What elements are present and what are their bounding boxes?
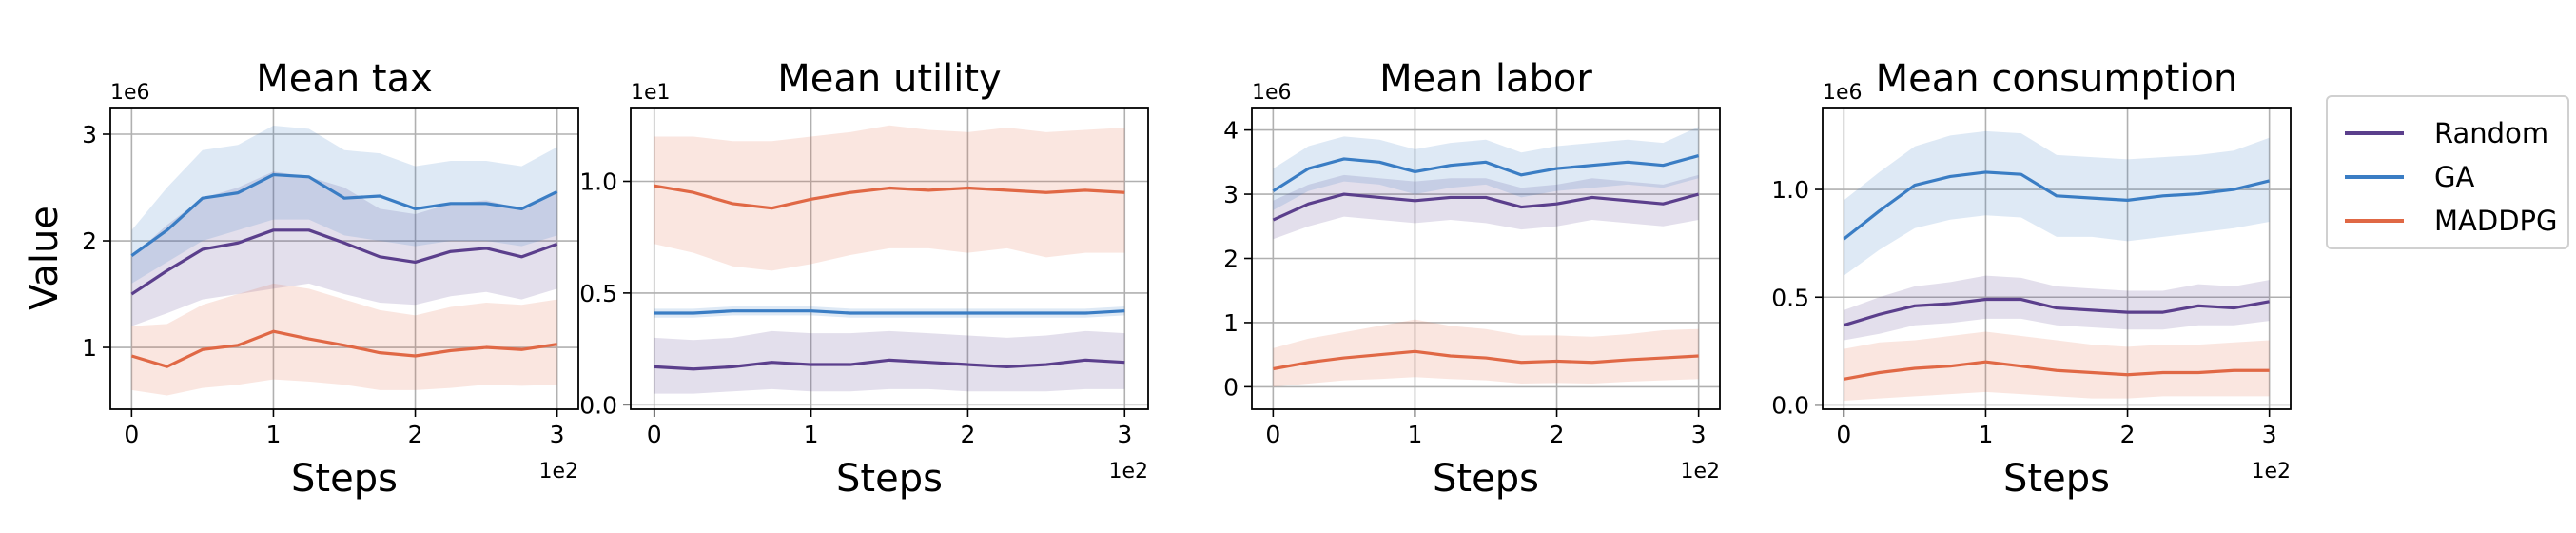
y-tick-label: 1 xyxy=(82,334,97,362)
y-tick-label: 0.0 xyxy=(579,391,617,419)
legend-label-ga: GA xyxy=(2434,161,2475,193)
x-tick-label: 0 xyxy=(1265,421,1280,448)
y-tick-label: 0.5 xyxy=(1771,284,1809,311)
y-axis-label: Value xyxy=(23,206,67,310)
x-offset-text: 1e2 xyxy=(2251,460,2291,484)
y-tick-label: 0 xyxy=(1223,373,1239,401)
x-offset-text: 1e2 xyxy=(1108,460,1148,484)
legend-item-maddpg: MADDPG xyxy=(2345,202,2562,240)
band-ga xyxy=(1844,130,2270,276)
x-tick-label: 2 xyxy=(1550,421,1565,448)
x-tick-label: 2 xyxy=(2120,421,2136,448)
series-line-random xyxy=(1843,297,2270,327)
y-tick-label: 4 xyxy=(1223,117,1239,145)
x-tick-label: 2 xyxy=(408,421,423,448)
series-line-ga xyxy=(1272,154,1700,193)
band-maddpg xyxy=(654,125,1125,271)
series-line-maddpg xyxy=(654,184,1125,210)
x-tick-label: 3 xyxy=(2262,421,2277,448)
legend-item-ga: GA xyxy=(2345,158,2562,196)
legend-swatch-ga xyxy=(2345,175,2404,179)
x-offset-text: 1e2 xyxy=(538,460,578,484)
plot-frame xyxy=(1822,107,2292,410)
x-tick-label: 0 xyxy=(1836,421,1851,448)
y-tick-label: 3 xyxy=(82,121,97,148)
x-axis-label: Steps xyxy=(1433,457,1539,501)
series-line-ga xyxy=(130,172,558,257)
series-line-ga xyxy=(1843,170,2271,241)
band-maddpg xyxy=(131,283,557,396)
y-tick-label: 1.0 xyxy=(579,168,617,195)
plot-frame xyxy=(630,107,1149,410)
band-random xyxy=(131,171,557,326)
y-tick-label: 0.0 xyxy=(1771,391,1809,419)
series-line-maddpg xyxy=(130,329,557,368)
y-offset-text: 1e6 xyxy=(1252,81,1292,105)
y-offset-text: 1e6 xyxy=(1823,81,1863,105)
x-tick-label: 1 xyxy=(1408,421,1423,448)
y-tick-label: 2 xyxy=(82,227,97,255)
x-tick-label: 1 xyxy=(1979,421,1994,448)
y-offset-text: 1e6 xyxy=(110,81,150,105)
band-maddpg xyxy=(1273,319,1699,387)
legend-label-random: Random xyxy=(2434,117,2549,149)
x-tick-label: 3 xyxy=(550,421,565,448)
series-line-maddpg xyxy=(1844,360,2270,381)
y-tick-label: 1.0 xyxy=(1771,176,1809,204)
x-tick-label: 0 xyxy=(647,421,662,448)
series-line-ga xyxy=(654,309,1125,315)
plot-frame xyxy=(109,107,579,410)
legend-item-random: Random xyxy=(2345,114,2562,152)
chart-title: Mean utility xyxy=(777,57,1001,101)
legend: Random GA MADDPG xyxy=(2326,95,2569,249)
x-tick-label: 1 xyxy=(804,421,819,448)
x-tick-label: 2 xyxy=(960,421,975,448)
band-maddpg xyxy=(1844,331,2270,401)
y-tick-label: 2 xyxy=(1223,246,1239,273)
x-tick-label: 3 xyxy=(1117,421,1132,448)
panel-mean-labor: 0 1 2 3 0 1 2 3 4 Mean labor Steps 1e2 1e6 xyxy=(1223,57,1721,501)
legend-label-maddpg: MADDPG xyxy=(2434,205,2558,237)
x-tick-label: 1 xyxy=(266,421,282,448)
x-offset-text: 1e2 xyxy=(1680,460,1720,484)
x-tick-label: 0 xyxy=(124,421,139,448)
x-axis-label: Steps xyxy=(291,457,398,501)
series-line-random xyxy=(654,358,1125,371)
band-random xyxy=(654,330,1125,394)
legend-swatch-random xyxy=(2345,131,2404,135)
x-tick-label: 3 xyxy=(1691,421,1707,448)
y-tick-label: 3 xyxy=(1223,181,1239,208)
series-line-maddpg xyxy=(1273,349,1699,371)
panel-mean-tax: 0 1 2 3 1 2 3 Mean tax Steps 1e2 1e6 xyxy=(82,57,579,501)
y-tick-label: 0.5 xyxy=(579,280,617,307)
chart-title: Mean labor xyxy=(1379,57,1592,101)
legend-swatch-maddpg xyxy=(2345,219,2404,223)
y-tick-label: 1 xyxy=(1223,309,1239,337)
x-axis-label: Steps xyxy=(836,457,943,501)
band-random xyxy=(1273,174,1699,240)
series-line-random xyxy=(130,228,558,296)
band-ga xyxy=(131,126,557,284)
y-offset-text: 1e1 xyxy=(631,81,671,105)
chart-title: Mean consumption xyxy=(1876,57,2238,101)
chart-title: Mean tax xyxy=(256,57,433,101)
panel-mean-utility: 0 1 2 3 0.0 0.5 1.0 Mean utility Steps 1e2 1e1 xyxy=(579,57,1149,501)
band-ga xyxy=(1273,127,1699,210)
panel-mean-consumption: 0 1 2 3 0.0 0.5 1.0 Mean consumption Steps 1e2 1e6 xyxy=(1771,57,2292,501)
x-axis-label: Steps xyxy=(2003,457,2110,501)
series-line-random xyxy=(1272,192,1700,222)
